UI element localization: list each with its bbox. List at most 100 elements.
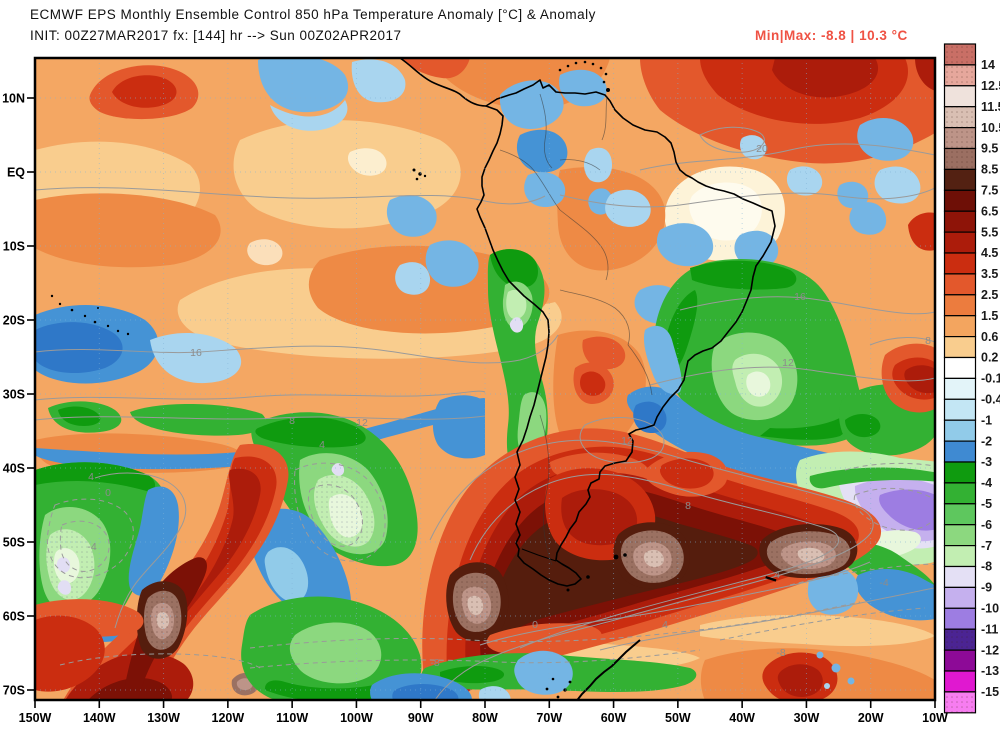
colorbar-cell <box>943 482 977 505</box>
colorbar-tick-label: -13 <box>981 664 999 678</box>
colorbar-tick-label: -12 <box>981 643 999 657</box>
colorbar-tick-label: -4 <box>981 476 992 490</box>
south-america-coastline <box>476 79 776 587</box>
contour-label: -8 <box>430 657 439 669</box>
colorbar-cell <box>943 210 977 233</box>
colorbar-cell-dots <box>944 44 976 65</box>
colorbar-tick-label: -2 <box>981 434 992 448</box>
colorbar-cell-dots <box>944 127 976 149</box>
contour-label: 8 <box>289 415 295 427</box>
colorbar-tick-label: 4.5 <box>981 246 998 260</box>
lon-tick-label: 20W <box>858 711 884 725</box>
lon-tick-label: 70W <box>536 711 562 725</box>
colorbar-tick-label: 2.5 <box>981 288 998 302</box>
islands <box>50 60 777 699</box>
colorbar-cell <box>943 440 977 463</box>
colorbar-cell <box>943 524 977 547</box>
lon-tick-label: 130W <box>147 711 180 725</box>
lon-tick-label: 100W <box>340 711 373 725</box>
colorbar-tick-label: -3 <box>981 455 992 469</box>
lon-tick-label: 40W <box>729 711 755 725</box>
contour-label: -8 <box>776 647 785 659</box>
contour-label: 4 <box>662 619 668 631</box>
colorbar-tick-label: -8 <box>981 560 992 574</box>
colorbar-tick-label: -1 <box>981 413 992 427</box>
colorbar-cell <box>943 252 977 275</box>
contour-label: 16 <box>190 347 202 359</box>
colorbar-cell <box>943 294 977 317</box>
lat-tick-label: 30S <box>3 388 25 402</box>
lat-tick-label: EQ <box>7 166 25 180</box>
colorbar-tick-label: -7 <box>981 539 992 553</box>
lon-tick-label: 110W <box>276 711 308 725</box>
lat-tick-label: 10N <box>2 92 25 106</box>
contour-label: 12 <box>782 357 794 369</box>
contour-label: 16 <box>794 291 806 303</box>
colorbar-cell-dots <box>944 691 976 713</box>
colorbar-cell <box>943 273 977 296</box>
colorbar-cell <box>943 377 977 400</box>
colorbar-cell <box>943 189 977 212</box>
colorbar-tick-label: 5.5 <box>981 225 998 239</box>
colorbar-tick-label: 6.5 <box>981 204 998 218</box>
colorbar-tick-label: -15 <box>981 685 999 699</box>
latitude-axis: 10N EQ 10S 20S 30S 40S 50S 60S 70S <box>2 92 35 698</box>
lat-tick-label: 40S <box>3 462 25 476</box>
colorbar-tick-label: 10.5 <box>981 121 1000 135</box>
colorbar-cell <box>943 565 977 588</box>
colorbar-tick-label: 8.5 <box>981 163 998 177</box>
colorbar-tick-label: -9 <box>981 581 992 595</box>
colorbar-cell <box>943 231 977 254</box>
colorbar-cell <box>943 649 977 672</box>
colorbar-tick-label: 0.2 <box>981 351 998 365</box>
contour-label: 0 <box>532 619 538 631</box>
colorbar-cell-dots <box>944 148 976 170</box>
lat-tick-label: 70S <box>3 684 25 698</box>
colorbar-cell <box>943 544 977 568</box>
lon-tick-label: 50W <box>665 711 691 725</box>
contour-label: 8 <box>925 335 931 347</box>
contour-label: 0 <box>105 487 111 499</box>
lat-tick-label: 60S <box>3 610 25 624</box>
init-line: INIT: 00Z27MAR2017 fx: [144] hr --> Sun … <box>30 28 402 43</box>
lon-tick-label: 90W <box>408 711 434 725</box>
contour-label: -4 <box>87 541 96 553</box>
colorbar-tick-label: 0.6 <box>981 330 998 344</box>
minmax-label: Min|Max: -8.8 | 10.3 °C <box>755 28 908 43</box>
colorbar-tick-label: -0.1 <box>981 372 1000 386</box>
colorbar-tick-label: 12.5 <box>981 79 1000 93</box>
lon-tick-label: 140W <box>83 711 116 725</box>
temperature-anomaly-field <box>35 58 935 700</box>
lon-tick-label: 60W <box>601 711 627 725</box>
colorbar-tick-label: 11.5 <box>981 100 1000 114</box>
lon-tick-label: 120W <box>212 711 245 725</box>
contour-label: 20 <box>756 143 768 155</box>
contour-lines <box>35 126 935 700</box>
colorbar-tick-label: 3.5 <box>981 267 998 281</box>
colorbar-cell <box>943 85 977 108</box>
colorbar-tick-label: 7.5 <box>981 184 998 198</box>
longitude-axis: 150W 140W 130W 120W 110W 100W 90W 80W 70W 60W 50W 4… <box>19 700 948 725</box>
page-title: ECMWF EPS Monthly Ensemble Control 850 h… <box>30 7 596 22</box>
contour-label: 4 <box>774 569 780 581</box>
contour-label: 12 <box>356 417 368 429</box>
contour-label: 4 <box>88 471 94 483</box>
colorbar-cell <box>943 398 977 421</box>
colorbar-cell <box>943 356 977 379</box>
colorbar-cell-dots <box>944 629 976 651</box>
lon-tick-label: 80W <box>472 711 498 725</box>
colorbar-cell <box>943 315 977 338</box>
colorbar-cell <box>943 670 977 693</box>
lat-tick-label: 10S <box>3 240 25 254</box>
colorbar-cell <box>943 607 977 630</box>
colorbar-tick-label: -0.4 <box>981 393 1000 407</box>
lat-tick-label: 50S <box>3 536 25 550</box>
lon-tick-label: 150W <box>19 711 52 725</box>
colorbar-cell <box>943 168 977 191</box>
colorbar-tick-label: -6 <box>981 518 992 532</box>
colorbar-tick-label: 1.5 <box>981 309 998 323</box>
graticule <box>35 58 935 700</box>
